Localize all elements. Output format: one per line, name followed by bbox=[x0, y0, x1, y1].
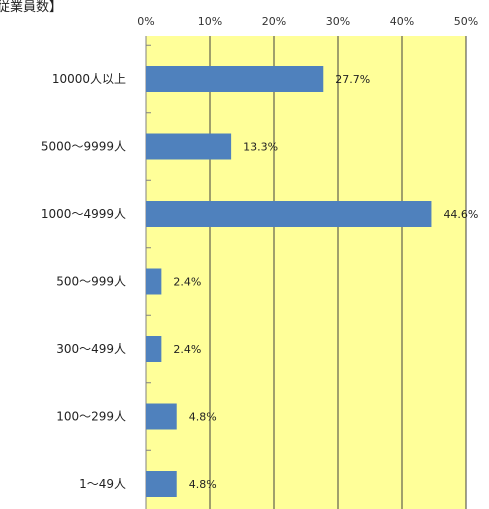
category-labels: 10000人以上 5000～9999人 1000～4999人 500～999人 300～… bbox=[41, 72, 126, 491]
value-label: 2.4% bbox=[173, 343, 201, 356]
category-label: 10000人以上 bbox=[52, 72, 126, 86]
bar bbox=[146, 336, 161, 362]
x-tick-labels: 0% 10% 20% 30% 40% 50% bbox=[137, 15, 478, 28]
plot-area bbox=[146, 36, 466, 509]
chart-title: 従業員数】 bbox=[0, 0, 62, 15]
category-label: 1～49人 bbox=[79, 477, 126, 491]
value-label: 2.4% bbox=[173, 276, 201, 289]
value-label: 44.6% bbox=[443, 208, 478, 221]
x-tick-label: 30% bbox=[326, 15, 350, 28]
category-label: 100～299人 bbox=[56, 410, 126, 424]
category-label: 300～499人 bbox=[56, 342, 126, 356]
bar bbox=[146, 134, 231, 160]
category-label: 5000～9999人 bbox=[41, 140, 126, 154]
x-tick-label: 10% bbox=[198, 15, 222, 28]
category-label: 500～999人 bbox=[56, 275, 126, 289]
category-label: 1000～4999人 bbox=[41, 207, 126, 221]
x-tick-label: 50% bbox=[454, 15, 478, 28]
bar bbox=[146, 404, 177, 430]
x-tick-label: 20% bbox=[262, 15, 286, 28]
value-label: 27.7% bbox=[335, 73, 370, 86]
bar bbox=[146, 66, 323, 92]
x-tick-label: 40% bbox=[390, 15, 414, 28]
bar bbox=[146, 269, 161, 295]
bar bbox=[146, 201, 431, 227]
value-label: 4.8% bbox=[189, 411, 217, 424]
value-label: 13.3% bbox=[243, 141, 278, 154]
value-label: 4.8% bbox=[189, 478, 217, 491]
bar bbox=[146, 471, 177, 497]
x-tick-label: 0% bbox=[137, 15, 154, 28]
